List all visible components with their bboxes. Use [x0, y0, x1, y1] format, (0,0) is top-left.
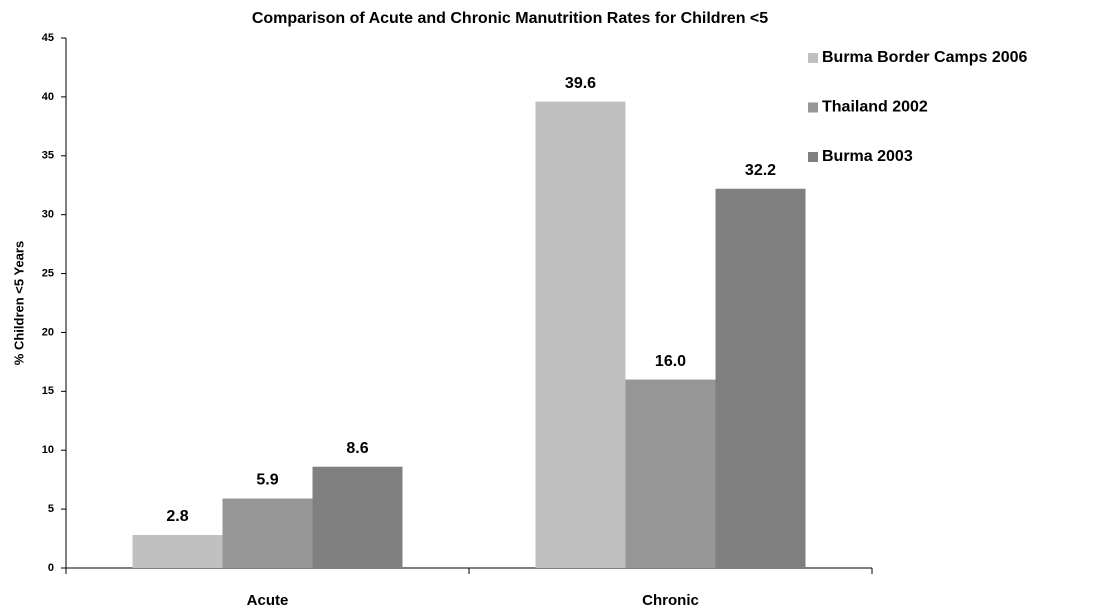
- y-tick-label: 5: [48, 503, 54, 515]
- y-tick-label: 25: [42, 267, 54, 279]
- value-label: 5.9: [256, 472, 278, 489]
- legend-label: Thailand 2002: [822, 99, 928, 116]
- legend-label: Burma 2003: [822, 148, 913, 165]
- bar: [222, 498, 313, 568]
- bar: [535, 101, 626, 568]
- value-label: 8.6: [346, 440, 368, 457]
- legend-swatch: [808, 152, 818, 162]
- y-tick-label: 20: [42, 326, 54, 338]
- value-label: 16.0: [655, 353, 686, 370]
- value-label: 39.6: [565, 75, 596, 92]
- bar: [625, 379, 716, 568]
- y-tick-label: 40: [42, 91, 54, 103]
- y-axis-label: % Children <5 Years: [11, 241, 26, 365]
- x-tick-label: Acute: [247, 592, 289, 609]
- legend-swatch: [808, 53, 818, 63]
- x-tick-label: Chronic: [642, 592, 699, 609]
- chart-title: Comparison of Acute and Chronic Manutrit…: [252, 10, 768, 27]
- y-tick-label: 30: [42, 209, 54, 221]
- y-tick-label: 10: [42, 444, 54, 456]
- bar: [715, 188, 806, 568]
- legend-swatch: [808, 102, 818, 113]
- y-tick-label: 45: [42, 32, 54, 44]
- value-label: 32.2: [745, 162, 776, 179]
- y-tick-label: 35: [42, 150, 54, 162]
- bar: [312, 466, 403, 568]
- bar: [132, 535, 223, 568]
- y-tick-label: 15: [42, 385, 54, 397]
- legend-label: Burma Border Camps 2006: [822, 49, 1028, 66]
- y-tick-label: 0: [48, 562, 54, 574]
- value-label: 2.8: [166, 508, 188, 525]
